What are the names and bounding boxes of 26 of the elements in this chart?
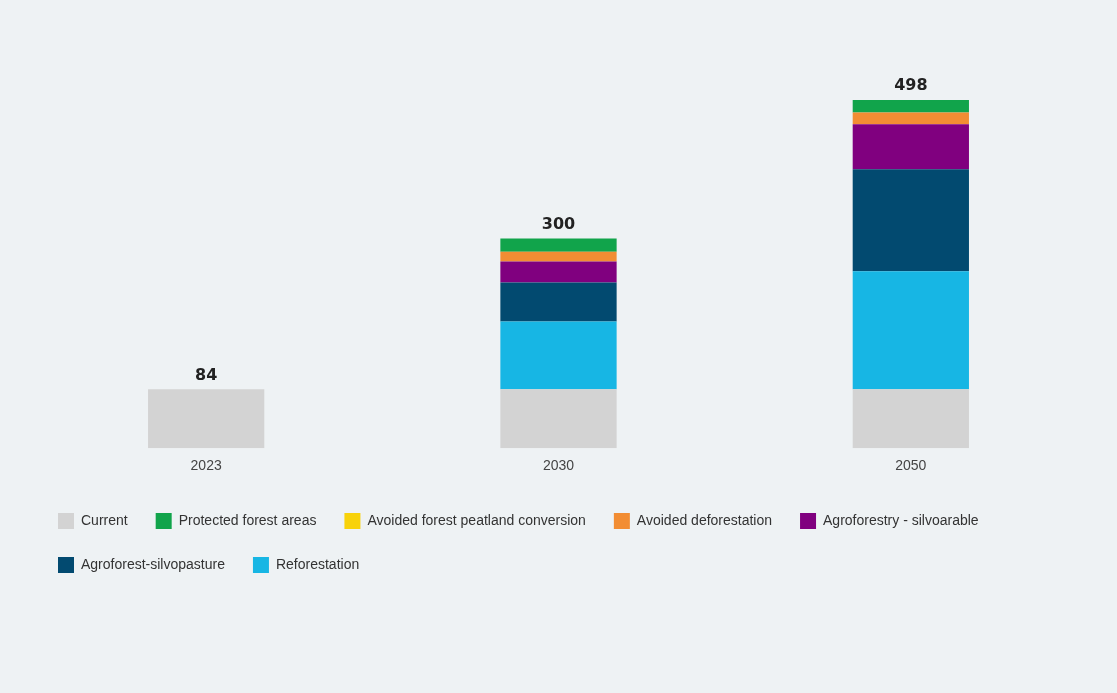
bar (500, 282, 617, 322)
bar (852, 124, 969, 170)
bar (852, 271, 969, 390)
bar (500, 251, 617, 262)
legend-label: Agroforest-silvopasture (81, 555, 226, 572)
bar (852, 100, 969, 113)
bar (500, 389, 617, 449)
bar (500, 238, 617, 252)
x-tick-label: 2023 (190, 457, 222, 474)
legend-label: Reforestation (275, 555, 360, 572)
bar (500, 261, 617, 283)
legend-label: Avoided deforestation (636, 511, 773, 528)
bar (852, 389, 969, 449)
x-tick-label: 2050 (895, 457, 927, 474)
legend-label: Current (81, 511, 128, 528)
annotation: 498 (894, 75, 928, 95)
bar (148, 389, 265, 449)
bar (852, 169, 969, 272)
legend-label: Agroforestry - silvoarable (823, 511, 979, 528)
bar (852, 112, 969, 125)
x-tick-label: 2030 (542, 457, 575, 474)
annotation: 84 (195, 364, 218, 384)
legend-label: Protected forest areas (178, 511, 317, 528)
annotation: 300 (541, 213, 576, 233)
bar (500, 321, 617, 390)
legend-label: Avoided forest peatland conversion (367, 511, 586, 528)
